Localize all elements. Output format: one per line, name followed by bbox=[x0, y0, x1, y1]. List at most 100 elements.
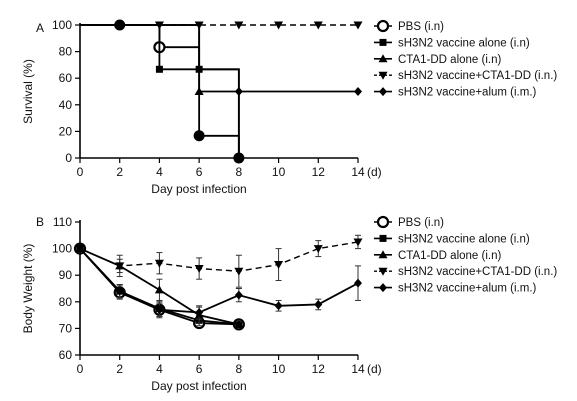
legend: PBS (i.n) sH3N2 vaccine alone (i.n) CTA1-D… bbox=[374, 19, 557, 99]
data-point bbox=[154, 285, 164, 294]
data-point bbox=[234, 290, 243, 300]
y-axis-label: Body Weight (%) bbox=[21, 244, 35, 334]
y-axis-label: Survival (%) bbox=[21, 59, 35, 124]
panel-letter: B bbox=[36, 215, 44, 229]
data-point bbox=[274, 261, 284, 270]
y-tick-label: 70 bbox=[59, 321, 73, 335]
legend-marker bbox=[379, 234, 387, 242]
y-tick-label: 90 bbox=[59, 268, 73, 282]
legend-item: sH3N2 vaccine alone (i.n) bbox=[374, 37, 530, 49]
data-point bbox=[76, 244, 84, 254]
y-tick-label: 100 bbox=[52, 242, 72, 256]
legend-item: sH3N2 vaccine alone (i.n) bbox=[374, 233, 530, 245]
chart-panel-a: A 0 20 40 60 80 100 0 2 4 6 8 10 12 14 (d) Day post infe… bbox=[21, 18, 557, 196]
y-tick-label: 20 bbox=[59, 124, 73, 138]
legend-label: sH3N2 vaccine+CTA1-DD (i.n.) bbox=[398, 70, 557, 82]
data-point bbox=[354, 87, 362, 96]
legend-label: PBS (i.n) bbox=[398, 217, 444, 229]
chart-panel-b: B 60 70 80 90 100 110 0 2 4 6 8 10 12 14 (d) Day post in… bbox=[21, 215, 557, 393]
y-tick-label: 40 bbox=[59, 98, 73, 112]
data-point bbox=[353, 21, 363, 30]
legend-item: sH3N2 vaccine+alum (i.m.) bbox=[374, 87, 537, 99]
x-tick-label: 2 bbox=[116, 362, 123, 376]
data-point bbox=[155, 305, 164, 315]
y-tick-label: 0 bbox=[65, 151, 72, 165]
data-point bbox=[154, 259, 164, 268]
legend-marker bbox=[376, 19, 390, 33]
y-tick-label: 80 bbox=[59, 45, 73, 59]
y-tick-label: 100 bbox=[52, 18, 72, 32]
x-tick-label: 4 bbox=[156, 362, 163, 376]
legend-label: sH3N2 vaccine alone (i.n) bbox=[398, 37, 530, 49]
x-tick-label: 14 bbox=[351, 165, 365, 179]
x-axis-label: Day post infection bbox=[151, 182, 246, 196]
legend-marker bbox=[378, 267, 388, 276]
data-point bbox=[313, 245, 323, 254]
legend-item: CTA1-DD alone (i.n) bbox=[374, 250, 501, 262]
legend-marker bbox=[378, 250, 388, 259]
data-point bbox=[354, 278, 362, 288]
data-point bbox=[115, 262, 125, 271]
data-point bbox=[234, 21, 244, 30]
panel-letter: A bbox=[36, 21, 44, 35]
data-point bbox=[234, 267, 244, 276]
x-tick-label: 12 bbox=[312, 362, 326, 376]
legend-item: sH3N2 vaccine+CTA1-DD (i.n.) bbox=[374, 266, 557, 278]
data-point bbox=[234, 319, 244, 328]
legend: PBS (i.n) sH3N2 vaccine alone (i.n) CTA1-D… bbox=[374, 215, 557, 295]
legend-marker bbox=[376, 215, 390, 229]
series-line bbox=[80, 24, 358, 93]
legend-label: CTA1-DD alone (i.n) bbox=[398, 250, 501, 262]
x-tick-label: 14 bbox=[351, 362, 365, 376]
x-tick-label: 0 bbox=[77, 362, 84, 376]
x-tick-label: 0 bbox=[77, 165, 84, 179]
legend-marker bbox=[378, 54, 388, 63]
series-5 bbox=[80, 24, 362, 96]
data-point bbox=[313, 21, 323, 30]
x-tick-label: 12 bbox=[312, 165, 326, 179]
legend-label: CTA1-DD alone (i.n) bbox=[398, 54, 501, 66]
data-point bbox=[353, 238, 363, 247]
data-point bbox=[314, 299, 323, 309]
data-point bbox=[194, 87, 204, 95]
x-axis-label: Day post infection bbox=[151, 379, 246, 393]
data-point bbox=[274, 21, 284, 30]
x-tick-label: 10 bbox=[272, 362, 286, 376]
legend-label: sH3N2 vaccine+alum (i.m.) bbox=[398, 87, 537, 99]
legend-label: sH3N2 vaccine+CTA1-DD (i.n.) bbox=[398, 266, 557, 278]
series-line bbox=[79, 247, 359, 314]
x-tick-label: 6 bbox=[196, 362, 203, 376]
data-point bbox=[155, 65, 163, 73]
series-line bbox=[79, 241, 359, 272]
legend-marker bbox=[379, 38, 387, 46]
y-tick-label: 110 bbox=[53, 215, 72, 229]
data-point bbox=[234, 153, 244, 162]
x-tick-label: 8 bbox=[236, 165, 243, 179]
data-point bbox=[115, 286, 124, 296]
data-point bbox=[194, 265, 204, 274]
legend-marker bbox=[378, 71, 388, 80]
data-point bbox=[274, 301, 283, 311]
data-point bbox=[195, 307, 204, 317]
legend-marker bbox=[379, 87, 387, 97]
legend-item: CTA1-DD alone (i.n) bbox=[374, 54, 501, 66]
legend-item: sH3N2 vaccine+CTA1-DD (i.n.) bbox=[374, 70, 557, 82]
x-tick-label: 4 bbox=[156, 165, 163, 179]
data-point bbox=[193, 130, 205, 142]
x-tick-label: 2 bbox=[116, 165, 123, 179]
legend-item: PBS (i.n) bbox=[374, 215, 444, 229]
data-point bbox=[195, 64, 204, 74]
x-unit-label: (d) bbox=[367, 362, 382, 376]
legend-label: PBS (i.n) bbox=[398, 21, 444, 33]
legend-label: sH3N2 vaccine+alum (i.m.) bbox=[398, 283, 537, 295]
x-tick-label: 10 bbox=[272, 165, 286, 179]
series-4 bbox=[75, 234, 363, 288]
data-point bbox=[234, 87, 243, 96]
x-tick-label: 6 bbox=[196, 165, 203, 179]
legend-item: PBS (i.n) bbox=[374, 19, 444, 33]
legend-marker bbox=[379, 283, 387, 293]
legend-item: sH3N2 vaccine+alum (i.m.) bbox=[374, 283, 537, 295]
series-5 bbox=[76, 244, 362, 320]
x-tick-label: 8 bbox=[236, 362, 243, 376]
